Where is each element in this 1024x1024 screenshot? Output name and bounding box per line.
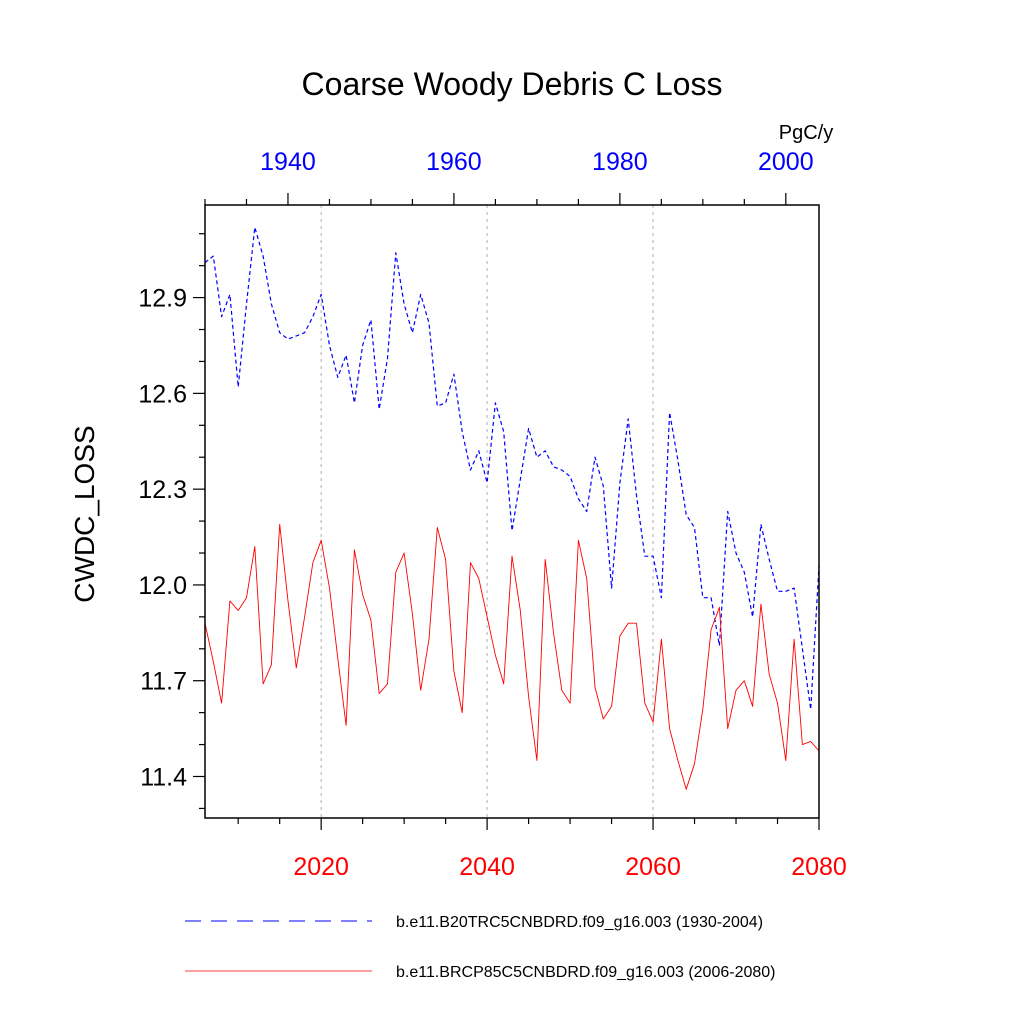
series-line-rcp85	[204, 523, 820, 790]
y-tick-label: 11.4	[140, 763, 187, 791]
bottom-tick-label: 2020	[293, 853, 349, 881]
y-tick-label: 11.7	[140, 668, 187, 696]
y-tick-label: 12.3	[138, 476, 187, 504]
vertical-gridlines	[320, 205, 654, 818]
series-layer	[204, 226, 820, 790]
y-tick-label: 12.6	[138, 380, 187, 408]
chart-title: Coarse Woody Debris C Loss	[302, 66, 723, 102]
y-tick-label: 12.0	[138, 572, 187, 600]
top-tick-label: 2000	[758, 148, 814, 176]
bottom-tick-label: 2060	[625, 853, 681, 881]
plot-frame	[204, 204, 820, 819]
top-tick-label: 1980	[592, 148, 648, 176]
series-line-historical	[204, 226, 820, 711]
legend-label: b.e11.B20TRC5CNBDRD.f09_g16.003 (1930-20…	[396, 914, 763, 931]
y-tick-label: 12.9	[138, 285, 187, 313]
units-label: PgC/y	[779, 122, 833, 144]
axes-layer: 11.4 11.7 12.0 12.3 12.6 12.9 1940 1960 1980 2000…	[138, 148, 846, 881]
legend-label: b.e11.BRCP85C5CNBDRD.f09_g16.003 (2006-2…	[396, 964, 775, 981]
top-tick-label: 1960	[426, 148, 482, 176]
y-axis-title: CWDC_LOSS	[69, 425, 100, 602]
bottom-tick-label: 2080	[791, 853, 847, 881]
legend: b.e11.B20TRC5CNBDRD.f09_g16.003 (1930-20…	[185, 914, 775, 981]
bottom-tick-label: 2040	[459, 853, 515, 881]
top-tick-label: 1940	[260, 148, 316, 176]
